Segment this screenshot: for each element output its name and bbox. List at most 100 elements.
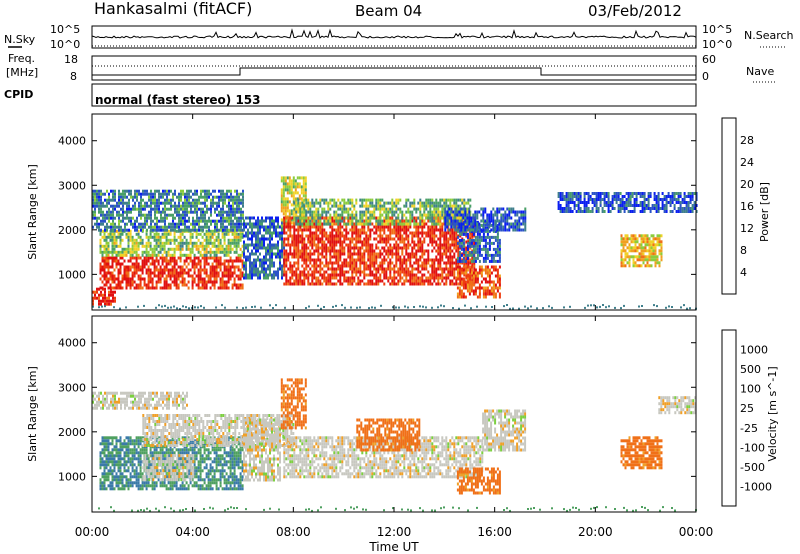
echo-cell [484,286,487,290]
echo-cell [124,210,126,214]
echo-cell [125,247,128,251]
echo-cell [290,209,293,213]
echo-cell [365,261,368,265]
echo-cell [221,274,224,278]
echo-cell [125,283,128,287]
echo-cell [144,201,146,205]
echo-cell [393,279,396,283]
echo-cell [114,222,116,226]
echo-cell [235,244,238,248]
echo-cell [234,216,236,220]
echo-cell [176,210,178,214]
echo-cell [104,299,106,303]
echo-cell [456,241,459,245]
echo-cell [162,210,164,214]
echo-cell [443,246,446,250]
echo-cell [457,216,460,220]
echo-cell [379,231,382,235]
echo-cell [299,255,302,259]
echo-cell [393,204,396,208]
echo-cell [271,252,273,256]
echo-cell [313,282,316,286]
echo-cell [405,204,408,208]
echo-cell [375,237,378,241]
echo-cell [399,261,402,265]
echo-cell [365,198,368,202]
echo-cell [496,274,499,278]
echo-cell [197,247,200,251]
echo-cell [199,262,202,266]
echo-cell [100,210,102,214]
echo-cell [381,246,384,250]
echo-cell [415,261,418,265]
echo-cell [478,292,481,296]
echo-cell [407,198,410,202]
echo-cell [476,241,479,245]
echo-cell [439,258,442,262]
echo-cell [198,222,200,226]
echo-cell [287,240,290,244]
echo-cell [473,279,476,283]
echo-cell [464,253,467,257]
echo-cell [444,222,447,226]
echo-cell [471,231,474,235]
echo-cell [184,213,186,217]
echo-cell [431,273,434,277]
echo-cell [159,238,162,242]
echo-cell [200,210,202,214]
echo-cell [304,188,307,192]
echo-cell [405,264,408,268]
echo-cell [283,237,286,241]
echo-cell [213,256,216,260]
echo-cell [237,235,240,239]
echo-cell [458,225,461,229]
echo-cell [339,201,342,205]
echo-cell [484,259,487,263]
echo-cell [383,258,386,262]
echo-cell [261,216,263,220]
echo-cell [445,240,448,244]
echo-cell [359,228,362,232]
echo-cell [269,216,271,220]
echo-cell [405,198,408,202]
echo-cell [199,286,202,290]
echo-cell [103,271,106,275]
echo-cell [284,212,287,216]
echo-cell [145,235,148,239]
echo-cell [117,283,120,287]
echo-cell [204,210,206,214]
echo-cell [393,213,396,217]
echo-cell [113,259,116,263]
echo-cell [419,204,422,208]
echo-cell [357,276,360,280]
echo-cell [315,219,318,223]
echo-cell [205,244,208,248]
echo-cell [198,195,200,199]
echo-cell [269,246,271,250]
echo-cell [427,198,430,202]
echo-cell [456,228,459,232]
echo-cell [113,286,116,290]
echo-cell [222,189,224,193]
echo-cell [114,290,116,294]
echo-cell [307,240,310,244]
echo-cell [178,225,180,229]
echo-cell [170,213,172,217]
echo-cell [339,207,342,211]
echo-cell [295,249,298,253]
echo-cell [496,244,499,248]
echo-cell [182,210,184,214]
echo-cell [411,264,414,268]
echo-cell [433,267,436,271]
echo-cell [323,273,326,277]
echo-cell [472,253,475,257]
echo-cell [439,240,442,244]
echo-cell [460,207,463,211]
echo-cell [114,299,116,303]
echo-cell [467,258,470,262]
echo-cell [134,189,136,193]
echo-cell [327,219,330,223]
echo-cell [120,219,122,223]
echo-cell [411,270,414,274]
echo-cell [139,274,142,278]
